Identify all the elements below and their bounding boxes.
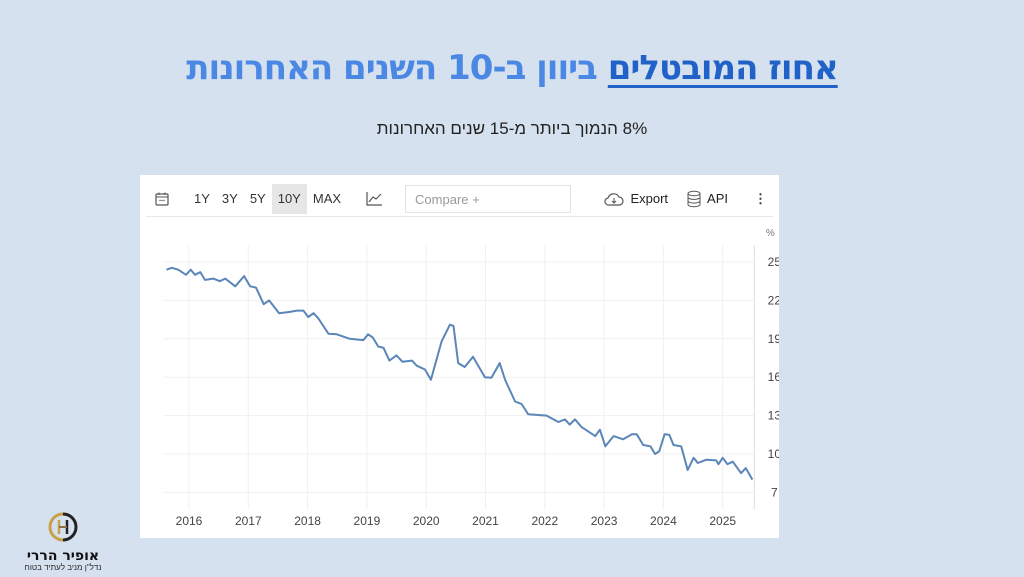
export-button[interactable]: Export	[597, 184, 674, 214]
database-icon	[687, 190, 701, 208]
x-tick-label: 2017	[235, 514, 262, 528]
more-menu-icon[interactable]: ⋮	[754, 191, 767, 206]
range-5y-button[interactable]: 5Y	[249, 191, 266, 206]
y-tick-label: 7	[771, 485, 778, 499]
x-tick-label: 2018	[294, 514, 321, 528]
range-3y-button[interactable]: 3Y	[221, 191, 238, 206]
export-label: Export	[630, 191, 669, 206]
x-tick-label: 2016	[176, 514, 203, 528]
logo-mark-icon	[48, 512, 78, 542]
y-tick-label: 25	[768, 255, 779, 269]
range-10y-button[interactable]: 10Y	[271, 184, 307, 214]
chart-type-icon[interactable]	[359, 184, 389, 214]
line-chart: 7 10 13 16 19 22 25 2016 2017 2018 2019 2020 2021 202…	[163, 228, 779, 528]
y-tick-label: 10	[768, 447, 779, 461]
logo-tagline: נדל"ן מניב לעתיד בטוח	[24, 563, 102, 572]
y-tick-label: 22	[768, 293, 779, 307]
y-tick-label: 16	[768, 370, 779, 384]
compare-input[interactable]: Compare +	[405, 185, 572, 213]
y-tick-label: 13	[768, 409, 779, 423]
x-tick-label: 2024	[650, 514, 677, 528]
api-button[interactable]: API	[680, 184, 734, 214]
x-tick-label: 2021	[472, 514, 499, 528]
logo-name: אופיר הררי	[26, 548, 100, 564]
y-tick-label: 19	[768, 332, 779, 346]
range-1y-button[interactable]: 1Y	[194, 191, 210, 206]
subtitle: 8% הנמוך ביותר מ-15 שנים האחרונות	[376, 119, 648, 138]
x-tick-label: 2023	[591, 514, 618, 528]
series-line	[166, 266, 754, 481]
x-tick-label: 2025	[709, 514, 736, 528]
page-title: אחוז המובטלים ביוון ב-10 השנים האחרונות	[0, 48, 1024, 88]
x-tick-label: 2020	[413, 514, 440, 528]
x-tick-label: 2019	[354, 514, 381, 528]
x-tick-label: 2022	[531, 514, 558, 528]
unit-label: %	[766, 228, 775, 239]
api-label: API	[707, 191, 728, 206]
chart-card: 1Y 3Y 5Y 10Y MAX Compare + Export API ⋮ …	[140, 175, 779, 538]
calendar-icon[interactable]	[148, 184, 176, 214]
cloud-download-icon	[604, 193, 625, 206]
logo: אופיר הררי נדל"ן מניב לעתיד בטוח	[18, 512, 108, 572]
range-max-button[interactable]: MAX	[312, 191, 342, 206]
chart-toolbar: 1Y 3Y 5Y 10Y MAX Compare + Export API ⋮	[146, 182, 773, 217]
title-rest: ביוון ב-10 השנים האחרונות	[186, 48, 598, 88]
title-highlight: אחוז המובטלים	[607, 48, 839, 88]
